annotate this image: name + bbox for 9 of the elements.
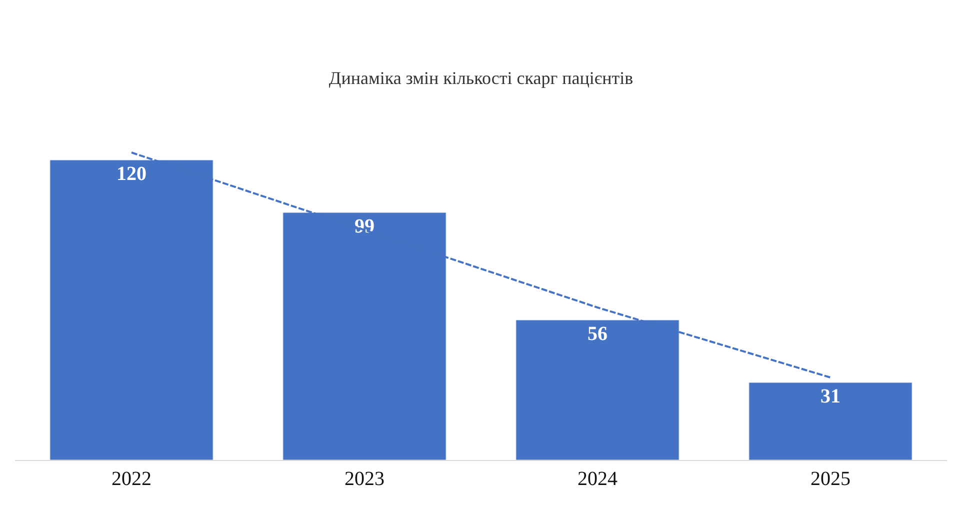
bar <box>748 382 912 460</box>
x-tick-label: 2022 <box>112 468 152 490</box>
data-label: 120 <box>116 163 146 185</box>
x-tick-label: 2024 <box>578 468 618 490</box>
chart-title: Динаміка змін кількості скарг пацієнтів <box>328 68 634 88</box>
x-tick-label: 2023 <box>344 468 384 490</box>
data-label: 31 <box>820 386 840 408</box>
x-tick-label: 2025 <box>810 468 850 490</box>
data-label: 56 <box>588 323 608 345</box>
